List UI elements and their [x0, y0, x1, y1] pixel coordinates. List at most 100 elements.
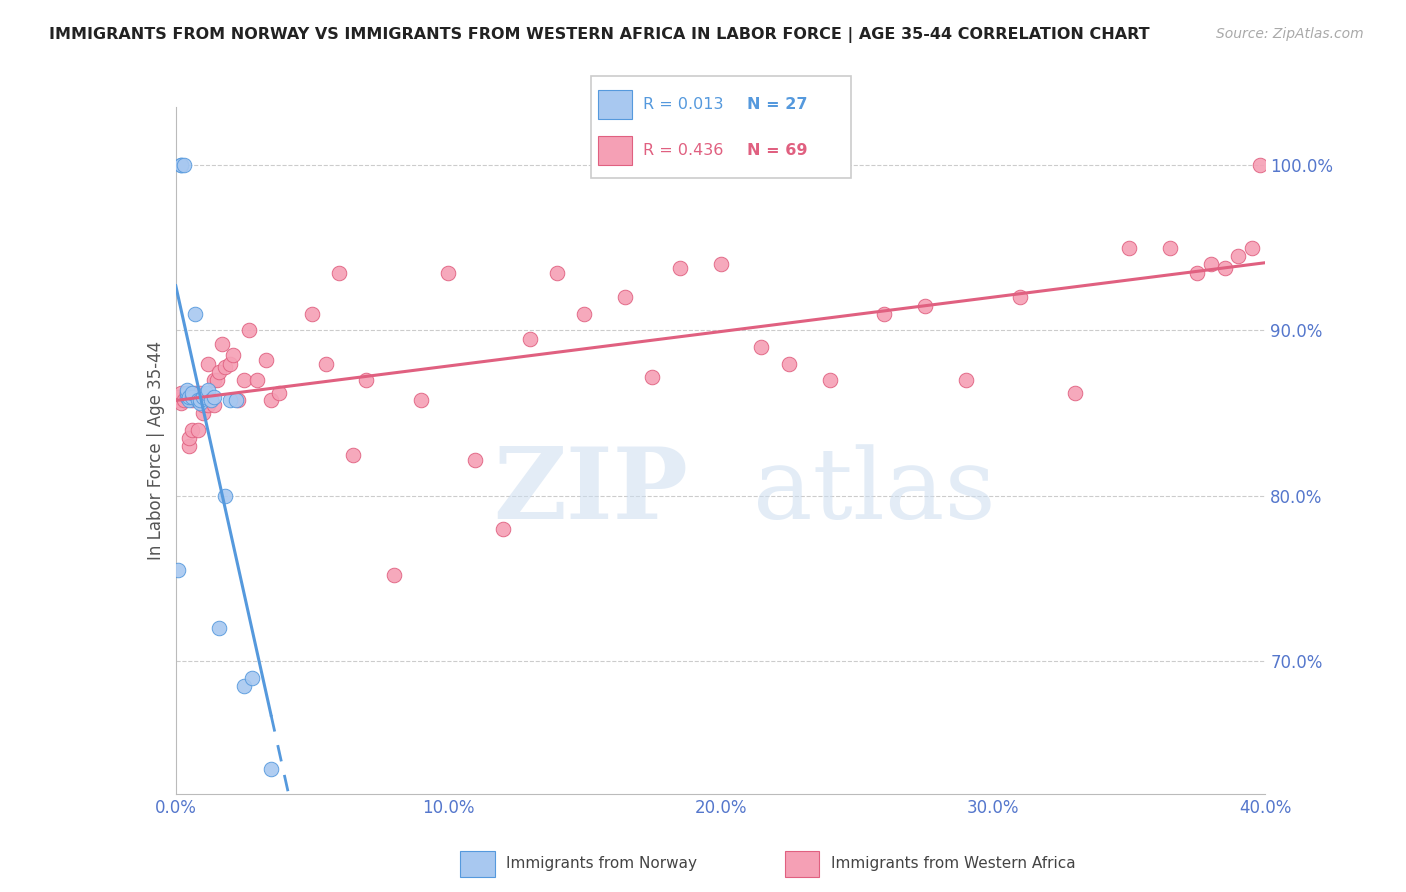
Point — [184, 307, 207, 321]
Bar — [599, 90, 633, 119]
Point — [184, 386, 207, 401]
Text: Source: ZipAtlas.com: Source: ZipAtlas.com — [1216, 27, 1364, 41]
Point — [200, 392, 222, 407]
Point — [240, 671, 263, 685]
Point — [260, 762, 283, 776]
Point — [546, 266, 568, 280]
Text: Immigrants from Western Africa: Immigrants from Western Africa — [831, 855, 1076, 871]
Point — [181, 390, 204, 404]
Point — [1249, 158, 1271, 172]
Point — [176, 390, 198, 404]
Point — [191, 406, 214, 420]
Point — [260, 392, 283, 407]
Point — [914, 299, 936, 313]
Point — [167, 564, 190, 578]
Point — [167, 392, 190, 407]
Point — [492, 522, 515, 536]
Point — [188, 392, 211, 407]
Point — [202, 398, 225, 412]
Text: N = 27: N = 27 — [747, 97, 807, 112]
Point — [197, 398, 219, 412]
Point — [574, 307, 596, 321]
Point — [176, 386, 198, 401]
Point — [205, 373, 228, 387]
Point — [181, 386, 204, 401]
Point — [342, 448, 364, 462]
Point — [437, 266, 460, 280]
Point — [170, 386, 193, 401]
Point — [181, 423, 204, 437]
Point — [197, 383, 219, 397]
Point — [228, 392, 250, 407]
Point — [778, 357, 800, 371]
Point — [179, 390, 201, 404]
Point — [186, 392, 209, 407]
Y-axis label: In Labor Force | Age 35-44: In Labor Force | Age 35-44 — [146, 341, 165, 560]
Point — [194, 390, 217, 404]
Point — [202, 373, 225, 387]
Point — [1159, 241, 1181, 255]
Text: R = 0.436: R = 0.436 — [643, 144, 723, 158]
Point — [519, 332, 541, 346]
Text: ZIP: ZIP — [494, 443, 688, 541]
Bar — [599, 136, 633, 165]
Point — [1227, 249, 1250, 263]
Text: atlas: atlas — [754, 444, 995, 540]
Point — [1240, 241, 1263, 255]
Point — [179, 431, 201, 445]
Point — [179, 392, 201, 407]
Point — [668, 260, 690, 275]
Point — [188, 386, 211, 401]
Point — [214, 359, 236, 374]
Text: N = 69: N = 69 — [747, 144, 807, 158]
Point — [181, 392, 204, 407]
Point — [328, 266, 350, 280]
Point — [176, 390, 198, 404]
Point — [170, 158, 193, 172]
Point — [409, 392, 432, 407]
Point — [211, 336, 233, 351]
Point — [269, 386, 291, 401]
Point — [200, 392, 222, 407]
Point — [641, 369, 664, 384]
Point — [176, 383, 198, 397]
Point — [246, 373, 269, 387]
Point — [194, 386, 217, 401]
Point — [191, 390, 214, 404]
Point — [238, 323, 260, 337]
Point — [188, 396, 211, 410]
Point — [225, 392, 247, 407]
Bar — [785, 851, 820, 877]
Point — [191, 398, 214, 412]
Text: Immigrants from Norway: Immigrants from Norway — [506, 855, 697, 871]
Point — [186, 423, 209, 437]
Point — [208, 621, 231, 635]
Point — [186, 392, 209, 407]
Point — [818, 373, 841, 387]
Point — [170, 396, 193, 410]
Point — [197, 357, 219, 371]
Point — [1199, 257, 1222, 271]
Point — [254, 353, 277, 368]
Point — [173, 158, 195, 172]
Point — [214, 489, 236, 503]
Point — [614, 290, 637, 304]
Point — [751, 340, 773, 354]
Point — [219, 357, 242, 371]
Point — [1010, 290, 1032, 304]
Point — [208, 365, 231, 379]
Bar — [460, 851, 495, 877]
Point — [1118, 241, 1140, 255]
Point — [167, 390, 190, 404]
Point — [382, 568, 405, 582]
Point — [176, 386, 198, 401]
Point — [232, 373, 254, 387]
Point — [710, 257, 733, 271]
Text: IMMIGRANTS FROM NORWAY VS IMMIGRANTS FROM WESTERN AFRICA IN LABOR FORCE | AGE 35: IMMIGRANTS FROM NORWAY VS IMMIGRANTS FRO… — [49, 27, 1150, 43]
Point — [315, 357, 337, 371]
Point — [222, 348, 245, 362]
Point — [173, 392, 195, 407]
Point — [955, 373, 977, 387]
Point — [1187, 266, 1209, 280]
Point — [170, 158, 193, 172]
